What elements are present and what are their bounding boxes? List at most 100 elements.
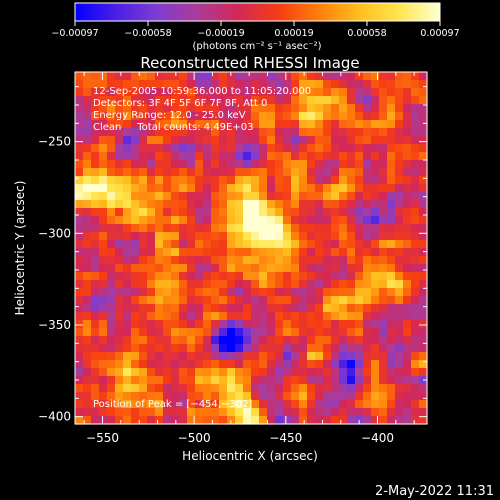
heatmap-cell — [203, 240, 212, 249]
heatmap-cell — [235, 224, 244, 233]
heatmap-cell — [411, 272, 420, 281]
heatmap-cell — [243, 192, 252, 201]
heatmap-cell — [387, 304, 396, 313]
heatmap-cell — [147, 352, 156, 361]
heatmap-cell — [291, 264, 300, 273]
y-axis-label: Heliocentric Y (arcsec) — [13, 181, 27, 316]
heatmap-cell — [291, 88, 300, 97]
heatmap-cell — [283, 344, 292, 353]
heatmap-cell — [99, 344, 108, 353]
heatmap-cell — [355, 344, 364, 353]
heatmap-cell — [395, 192, 404, 201]
heatmap-cell — [419, 152, 428, 161]
heatmap-cell — [219, 200, 228, 209]
heatmap-cell — [347, 408, 356, 417]
heatmap-cell — [387, 104, 396, 113]
heatmap-cell — [371, 208, 380, 217]
heatmap-cell — [171, 160, 180, 169]
heatmap-cell — [299, 184, 308, 193]
heatmap-cell — [371, 384, 380, 393]
heatmap-cell — [307, 232, 316, 241]
heatmap-cell — [115, 264, 124, 273]
heatmap-cell — [243, 144, 252, 153]
heatmap-cell — [331, 368, 340, 377]
heatmap-cell — [267, 104, 276, 113]
heatmap-cell — [339, 120, 348, 129]
heatmap-cell — [155, 320, 164, 329]
heatmap-cell — [163, 216, 172, 225]
heatmap-cell — [123, 152, 132, 161]
heatmap-cell — [219, 320, 228, 329]
heatmap-cell — [131, 152, 140, 161]
heatmap-cell — [403, 160, 412, 169]
heatmap-cell — [403, 368, 412, 377]
heatmap-cell — [355, 176, 364, 185]
heatmap-cell — [155, 152, 164, 161]
heatmap-cell — [267, 152, 276, 161]
heatmap-cell — [107, 96, 116, 105]
heatmap-cell — [147, 192, 156, 201]
heatmap-cell — [403, 256, 412, 265]
heatmap-cell — [355, 200, 364, 209]
heatmap-cell — [139, 272, 148, 281]
heatmap-cell — [195, 312, 204, 321]
heatmap-cell — [323, 184, 332, 193]
heatmap-cell — [339, 192, 348, 201]
heatmap-cell — [195, 184, 204, 193]
heatmap-cell — [187, 352, 196, 361]
heatmap-cell — [179, 80, 188, 89]
heatmap-cell — [123, 320, 132, 329]
heatmap-cell — [363, 176, 372, 185]
heatmap-cell — [139, 200, 148, 209]
heatmap-cell — [75, 352, 84, 361]
heatmap-cell — [75, 104, 84, 113]
heatmap-cell — [251, 88, 260, 97]
heatmap-cell — [259, 344, 268, 353]
heatmap-cell — [323, 96, 332, 105]
heatmap-cell — [203, 88, 212, 97]
heatmap-cell — [419, 96, 428, 105]
heatmap-cell — [115, 184, 124, 193]
heatmap-cell — [243, 352, 252, 361]
heatmap-cell — [227, 352, 236, 361]
heatmap-cell — [275, 224, 284, 233]
heatmap-cell — [283, 144, 292, 153]
heatmap-cell — [307, 320, 316, 329]
heatmap-cell — [259, 296, 268, 305]
heatmap-cell — [283, 304, 292, 313]
heatmap-cell — [195, 168, 204, 177]
heatmap-cell — [355, 384, 364, 393]
heatmap-cell — [83, 288, 92, 297]
heatmap-cell — [347, 88, 356, 97]
heatmap-cell — [339, 264, 348, 273]
heatmap-cell — [323, 160, 332, 169]
heatmap-cell — [163, 72, 172, 81]
heatmap-cell — [155, 176, 164, 185]
heatmap-cell — [171, 264, 180, 273]
annotation-detectors: Detectors: 3F 4F 5F 6F 7F 8F, Att 0 — [93, 98, 267, 109]
heatmap-cell — [379, 368, 388, 377]
heatmap-cell — [91, 120, 100, 129]
heatmap-cell — [267, 344, 276, 353]
heatmap-cell — [179, 160, 188, 169]
heatmap-cell — [99, 152, 108, 161]
heatmap-cell — [139, 312, 148, 321]
heatmap-cell — [323, 192, 332, 201]
heatmap-cell — [211, 360, 220, 369]
heatmap-cell — [243, 200, 252, 209]
heatmap-cell — [339, 336, 348, 345]
heatmap-cell — [291, 384, 300, 393]
heatmap-cell — [91, 232, 100, 241]
heatmap-cell — [155, 352, 164, 361]
heatmap-cell — [203, 272, 212, 281]
heatmap-cell — [419, 176, 428, 185]
heatmap-cell — [339, 216, 348, 225]
heatmap-cell — [147, 304, 156, 313]
heatmap-cell — [115, 272, 124, 281]
heatmap-cell — [411, 392, 420, 401]
heatmap-cell — [203, 280, 212, 289]
heatmap-cell — [139, 248, 148, 257]
heatmap-cell — [323, 384, 332, 393]
heatmap-cell — [419, 288, 428, 297]
heatmap-cell — [243, 224, 252, 233]
